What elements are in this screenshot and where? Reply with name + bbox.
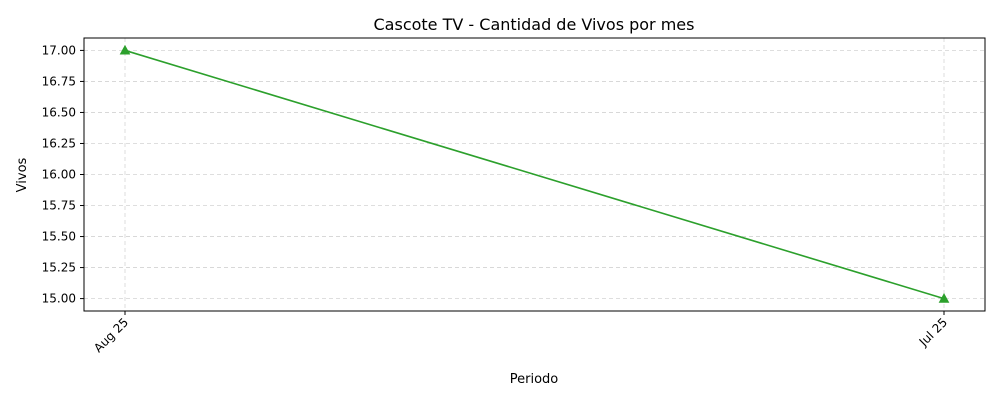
y-tick-label: 15.00 [42,292,76,306]
y-tick-label: 16.75 [42,74,76,88]
y-tick-label: 16.25 [42,136,76,150]
y-tick-label: 16.50 [42,105,76,119]
y-tick-label: 15.25 [42,261,76,275]
y-tick-label: 16.00 [42,168,76,182]
data-point-marker [119,44,131,55]
y-tick-label: 15.75 [42,199,76,213]
y-axis-label: Vivos [15,157,30,192]
series-line [124,49,945,300]
x-tick-label: Aug 25 [91,315,131,355]
y-tick-label: 17.00 [42,43,76,57]
x-axis-label: Periodo [510,372,559,387]
chart-title: Cascote TV - Cantidad de Vivos por mes [374,15,695,34]
ticks: 15.00 15.25 15.50 15.75 16.00 16.25 16.50 16.75… [42,43,950,355]
series-layer [119,44,950,303]
y-tick-label: 15.50 [42,230,76,244]
data-point-marker [938,293,950,303]
x-tick-label: Jul 25 [916,315,950,349]
